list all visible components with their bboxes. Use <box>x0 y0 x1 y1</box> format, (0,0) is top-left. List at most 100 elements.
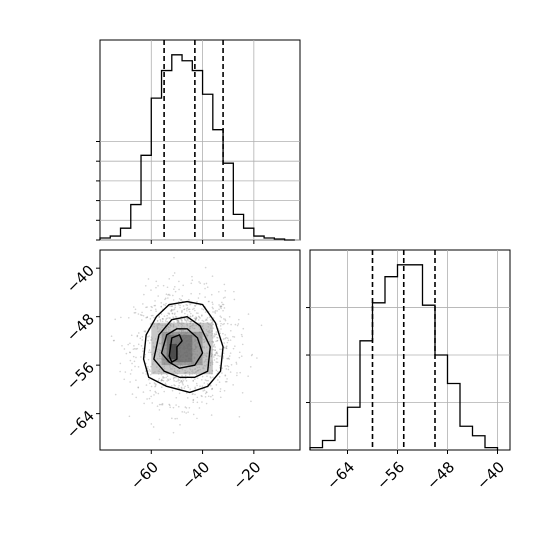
scatter-point <box>163 303 165 306</box>
scatter-point <box>224 365 226 367</box>
scatter-point <box>182 305 185 307</box>
scatter-point <box>146 306 148 308</box>
scatter-point <box>168 278 171 280</box>
scatter-point <box>219 315 222 317</box>
histogram-1-panel <box>96 39 301 244</box>
scatter-point <box>232 347 235 350</box>
scatter-point <box>167 294 169 296</box>
scatter-point <box>164 298 166 301</box>
scatter-point <box>149 318 152 320</box>
scatter-point <box>198 292 201 295</box>
scatter-point <box>173 308 176 310</box>
scatter-point <box>178 298 181 300</box>
contour-line-1 <box>153 315 211 378</box>
scatter-point <box>181 411 184 413</box>
scatter-point <box>133 312 136 314</box>
scatter-point <box>165 376 167 379</box>
scatter-point <box>198 407 201 409</box>
scatter-point <box>133 360 136 363</box>
scatter-point <box>204 319 207 322</box>
scatter-point <box>163 315 166 317</box>
scatter-point <box>201 385 204 387</box>
scatter-point <box>201 314 203 316</box>
scatter-point <box>195 318 197 321</box>
scatter-point <box>201 375 204 378</box>
scatter-point <box>178 382 181 384</box>
scatter-point <box>172 316 174 318</box>
scatter-point <box>223 322 225 325</box>
scatter-point <box>134 311 137 314</box>
scatter-point <box>142 391 145 393</box>
scatter-point <box>194 305 196 307</box>
scatter-point <box>180 299 182 301</box>
scatter-point <box>208 300 210 303</box>
scatter-point <box>160 379 163 382</box>
scatter-point <box>124 371 127 373</box>
scatter-point <box>173 321 175 323</box>
scatter-point <box>172 274 174 277</box>
scatter-point <box>127 343 129 346</box>
scatter-point <box>204 379 207 381</box>
scatter-point <box>188 298 190 301</box>
joint-frame <box>99 249 301 451</box>
scatter-point <box>202 320 205 323</box>
scatter-point <box>227 357 229 360</box>
scatter-point <box>135 348 137 350</box>
scatter-point <box>195 317 197 320</box>
scatter-point <box>172 317 175 319</box>
scatter-point <box>200 379 203 381</box>
scatter-point <box>121 344 123 347</box>
scatter-point <box>214 353 216 356</box>
scatter-point <box>229 329 232 332</box>
scatter-point <box>221 301 223 304</box>
scatter-point <box>156 320 159 322</box>
scatter-point <box>184 312 186 315</box>
scatter-point <box>227 368 230 371</box>
scatter-point <box>211 275 214 277</box>
histogram-2-xtick-label-3: −40 <box>473 458 508 493</box>
scatter-point <box>214 312 217 314</box>
scatter-point <box>176 417 178 420</box>
scatter-point <box>260 324 263 327</box>
scatter-point <box>180 377 182 380</box>
scatter-point <box>205 379 208 382</box>
scatter-point <box>181 319 183 321</box>
scatter-point <box>147 358 150 361</box>
scatter-point <box>154 390 157 393</box>
scatter-point <box>193 317 196 320</box>
scatter-point <box>220 322 222 325</box>
scatter-point <box>132 355 135 358</box>
scatter-point <box>220 348 223 351</box>
scatter-point <box>143 330 146 333</box>
scatter-point <box>207 395 210 398</box>
scatter-point <box>207 379 209 382</box>
scatter-point <box>131 362 133 365</box>
scatter-point <box>192 379 195 382</box>
scatter-point <box>234 345 236 347</box>
scatter-point <box>201 319 204 322</box>
scatter-point <box>214 334 216 336</box>
scatter-point <box>195 317 198 319</box>
scatter-point <box>192 401 195 404</box>
scatter-point <box>214 349 216 351</box>
scatter-point <box>209 376 212 378</box>
scatter-point <box>223 347 226 349</box>
scatter-point <box>213 335 216 338</box>
scatter-point <box>223 318 225 320</box>
scatter-point <box>176 320 178 322</box>
scatter-point <box>144 330 147 332</box>
scatter-point <box>178 280 180 283</box>
scatter-point <box>172 294 174 297</box>
scatter-point <box>148 351 150 354</box>
scatter-point <box>224 318 226 321</box>
scatter-point <box>211 306 214 309</box>
scatter-point <box>177 319 180 321</box>
scatter-point <box>149 370 152 372</box>
scatter-point <box>154 308 157 311</box>
joint-density-panel: −60 −40 −20 −40 −48 −56 −64 <box>63 249 301 493</box>
scatter-point <box>207 300 210 303</box>
scatter-point <box>119 370 121 373</box>
scatter-point <box>180 380 182 382</box>
scatter-point <box>140 319 143 321</box>
scatter-point <box>173 313 176 316</box>
